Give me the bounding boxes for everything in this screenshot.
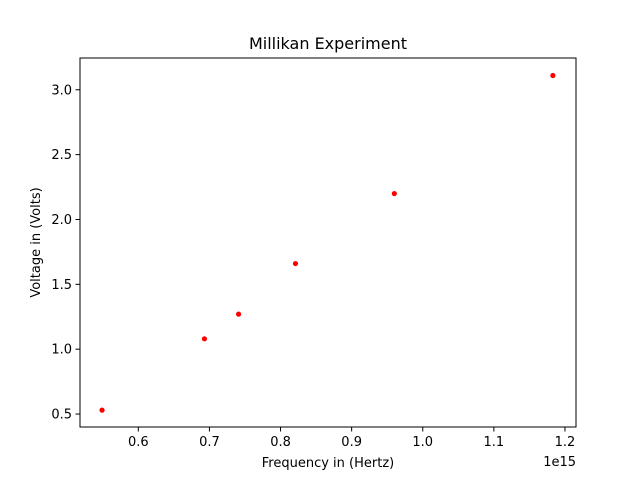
x-axis-offset-label: 1e15: [543, 455, 576, 470]
x-tick-label: 1.1: [484, 435, 505, 450]
data-point: [235, 311, 242, 317]
x-tick-label: 0.9: [341, 435, 362, 450]
y-tick-label: 2.5: [51, 148, 72, 163]
y-tick-label: 1.5: [51, 278, 72, 293]
x-tick-label: 0.6: [128, 435, 149, 450]
x-tick-label: 1.2: [555, 435, 576, 450]
data-point: [550, 72, 556, 79]
y-tick-label: 3.0: [51, 83, 72, 98]
data-point: [201, 336, 208, 342]
x-tick-label: 0.8: [270, 435, 291, 450]
axes-frame: [79, 57, 577, 428]
x-tick-label: 1.0: [412, 435, 433, 450]
x-tick-label: 0.7: [199, 435, 220, 450]
data-points: [99, 72, 556, 413]
data-point: [391, 190, 397, 197]
y-tick-label: 1.0: [51, 343, 72, 358]
axis-ticks: 0.6 0.7 0.8 0.9 1.0 1.1 1.2 0.5 1.0 1.5 2.0 2.5 3.0: [51, 83, 575, 450]
y-tick-label: 0.5: [51, 408, 72, 423]
data-point: [292, 260, 299, 267]
data-point: [99, 407, 105, 413]
x-axis-label: Frequency in (Hertz): [262, 456, 394, 471]
chart-title: Millikan Experiment: [249, 34, 407, 53]
y-axis-label: Voltage in (Volts): [29, 187, 44, 297]
y-tick-label: 2.0: [51, 213, 72, 228]
